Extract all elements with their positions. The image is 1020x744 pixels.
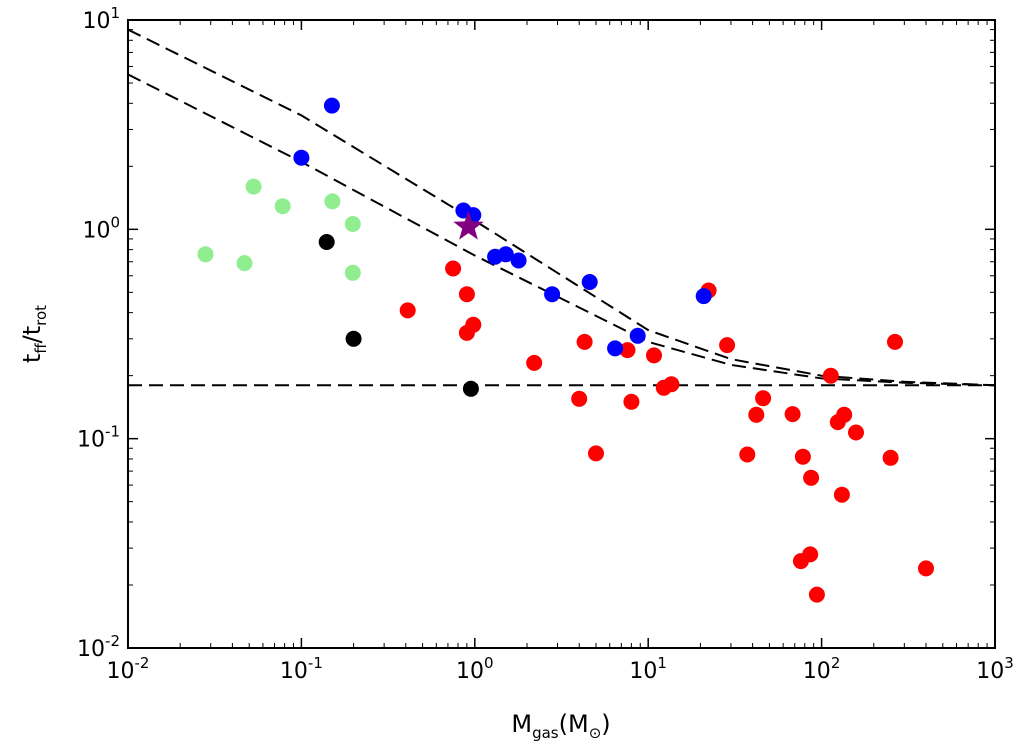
data-point — [544, 286, 561, 303]
data-point — [399, 302, 416, 319]
data-point — [323, 97, 340, 114]
data-point — [833, 486, 850, 503]
data-point — [848, 424, 864, 441]
x-tick-label: 10-2 — [107, 654, 150, 684]
y-tick-label: 101 — [82, 4, 120, 34]
data-point — [197, 246, 214, 263]
data-point — [629, 327, 646, 344]
data-point — [462, 380, 479, 397]
dashed-curve-1 — [128, 28, 995, 387]
data-point — [802, 546, 819, 563]
data-point — [836, 406, 853, 423]
x-tick-label: 10-1 — [280, 654, 323, 684]
y-axis-label: tff/trot — [18, 305, 50, 363]
data-point — [739, 446, 756, 463]
x-tick-label: 101 — [629, 654, 667, 684]
data-point — [755, 390, 772, 407]
data-point — [497, 246, 514, 263]
dashed-curve-2 — [128, 73, 995, 387]
data-point — [794, 448, 811, 465]
x-tick-label: 103 — [976, 654, 1014, 684]
plot-frame — [127, 19, 996, 649]
data-point — [465, 316, 482, 333]
data-point — [623, 393, 640, 410]
data-point — [719, 337, 736, 354]
data-point — [784, 406, 801, 423]
data-point — [293, 149, 310, 166]
data-point — [274, 198, 291, 215]
data-point — [236, 255, 253, 272]
data-point — [646, 347, 662, 364]
axis-ticks: 10-2 10-1 100 101 102 103 10-2 10-1 100 101 — [77, 4, 1014, 684]
data-points — [197, 97, 934, 603]
star-marker — [453, 210, 484, 240]
data-point — [245, 178, 262, 195]
data-point — [526, 354, 543, 371]
data-point — [345, 330, 362, 347]
data-point — [344, 264, 361, 281]
data-point — [607, 340, 624, 357]
y-tick-label: 10-1 — [77, 423, 120, 453]
data-point — [803, 469, 820, 486]
reference-lines — [128, 28, 995, 387]
data-point — [588, 445, 604, 462]
data-point — [808, 586, 825, 603]
data-point — [318, 234, 335, 250]
data-point — [576, 333, 593, 350]
y-tick-label: 100 — [82, 213, 120, 243]
data-point — [510, 252, 527, 269]
data-point — [571, 390, 588, 407]
data-point — [324, 193, 341, 210]
x-tick-label: 100 — [456, 654, 494, 684]
data-point — [445, 260, 462, 277]
y-tick-label: 10-2 — [77, 632, 120, 662]
data-point — [695, 288, 712, 305]
data-point — [619, 342, 636, 359]
x-axis-label: Mgas(M⊙) — [511, 710, 610, 742]
data-point — [458, 286, 475, 303]
data-point — [887, 333, 903, 350]
data-point — [882, 449, 899, 466]
data-point — [918, 560, 934, 577]
data-point — [344, 216, 361, 232]
x-tick-label: 102 — [803, 654, 841, 684]
data-point — [663, 376, 680, 393]
data-point — [581, 274, 598, 290]
data-point — [748, 406, 765, 423]
data-point — [822, 367, 839, 384]
